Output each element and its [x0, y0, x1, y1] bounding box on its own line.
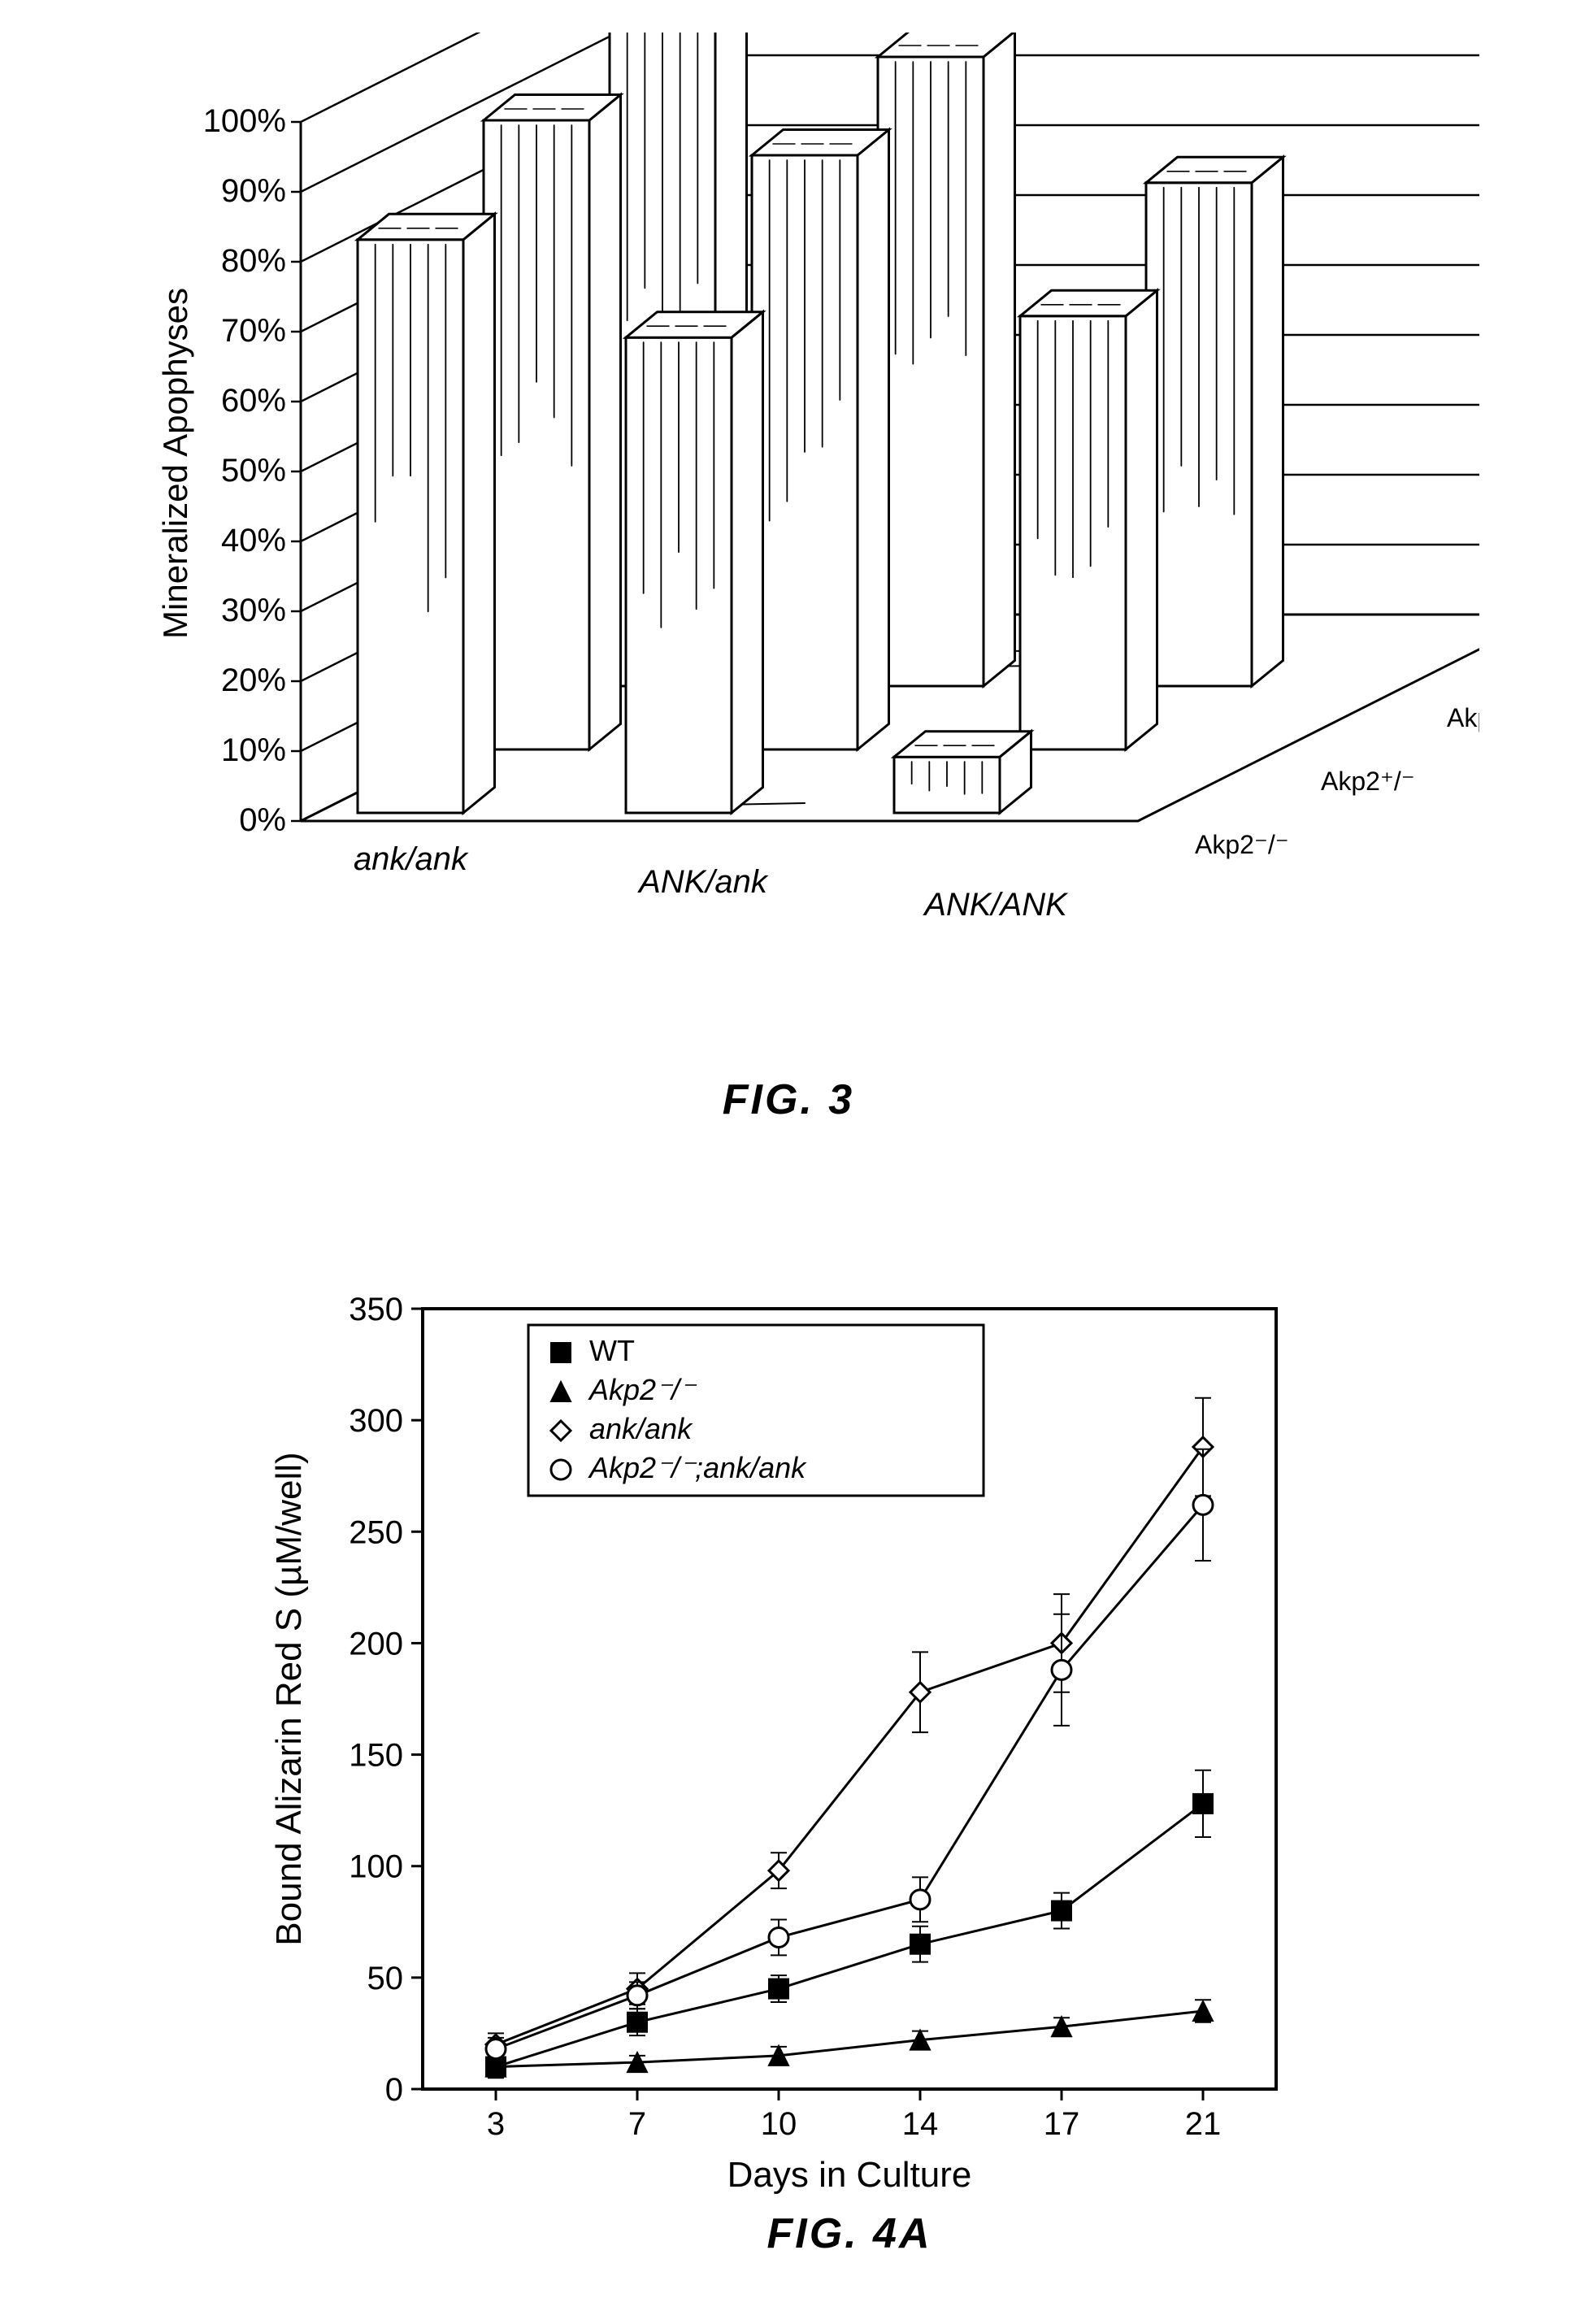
- svg-text:Akp2⁺/⁻: Akp2⁺/⁻: [1321, 767, 1415, 796]
- svg-text:250: 250: [349, 1514, 403, 1550]
- fig4a-svg: 0 50 100 150 200 250 300 350 3 7 10 14 17 21 Days in C…: [244, 1179, 1382, 2300]
- svg-text:FIG. 3: FIG. 3: [723, 1076, 854, 1123]
- svg-text:0%: 0%: [239, 802, 286, 838]
- fig3-svg: 0% 10% 20% 30% 40% 50% 60% 70% 80% 90% 100% ank/ank…: [98, 33, 1479, 1154]
- svg-text:17: 17: [1044, 2106, 1080, 2142]
- svg-text:Akp2⁻/⁻: Akp2⁻/⁻: [1195, 830, 1289, 859]
- svg-text:ANK/ANK: ANK/ANK: [923, 887, 1069, 923]
- svg-text:7: 7: [628, 2106, 646, 2142]
- svg-text:30%: 30%: [221, 593, 286, 628]
- svg-text:80%: 80%: [221, 243, 286, 279]
- svg-text:ank/ank: ank/ank: [589, 1412, 693, 1445]
- svg-text:70%: 70%: [221, 313, 286, 349]
- fig3-chart: 0% 10% 20% 30% 40% 50% 60% 70% 80% 90% 100% ank/ank…: [98, 33, 1479, 1154]
- svg-text:300: 300: [349, 1403, 403, 1439]
- svg-text:WT: WT: [589, 1334, 635, 1367]
- svg-text:Akp2⁻/⁻: Akp2⁻/⁻: [588, 1373, 697, 1406]
- svg-text:10%: 10%: [221, 732, 286, 768]
- svg-text:100%: 100%: [203, 103, 286, 139]
- svg-text:Bound Alizarin Red S (µM/well): Bound Alizarin Red S (µM/well): [269, 1452, 309, 1945]
- svg-text:60%: 60%: [221, 383, 286, 419]
- svg-text:ANK/ank: ANK/ank: [637, 864, 769, 900]
- svg-text:0: 0: [385, 2072, 403, 2108]
- svg-text:Akp2⁻/⁻;ank/ank: Akp2⁻/⁻;ank/ank: [588, 1451, 807, 1484]
- svg-text:ank/ank: ank/ank: [354, 841, 469, 877]
- svg-text:21: 21: [1185, 2106, 1222, 2142]
- svg-text:FIG. 4A: FIG. 4A: [766, 2210, 931, 2257]
- svg-text:Days in Culture: Days in Culture: [727, 2155, 972, 2195]
- svg-text:14: 14: [902, 2106, 939, 2142]
- svg-text:20%: 20%: [221, 662, 286, 698]
- svg-text:40%: 40%: [221, 523, 286, 558]
- svg-text:Akp2⁺/⁺: Akp2⁺/⁺: [1447, 703, 1479, 732]
- svg-text:50%: 50%: [221, 453, 286, 489]
- svg-text:10: 10: [761, 2106, 797, 2142]
- svg-text:50: 50: [367, 1961, 404, 1996]
- svg-text:150: 150: [349, 1738, 403, 1774]
- svg-text:100: 100: [349, 1849, 403, 1885]
- svg-text:350: 350: [349, 1292, 403, 1327]
- fig4a-chart: 0 50 100 150 200 250 300 350 3 7 10 14 17 21 Days in C…: [244, 1179, 1382, 2300]
- svg-text:3: 3: [487, 2106, 505, 2142]
- svg-text:90%: 90%: [221, 173, 286, 209]
- svg-text:Mineralized Apophyses: Mineralized Apophyses: [156, 288, 194, 639]
- svg-text:200: 200: [349, 1626, 403, 1662]
